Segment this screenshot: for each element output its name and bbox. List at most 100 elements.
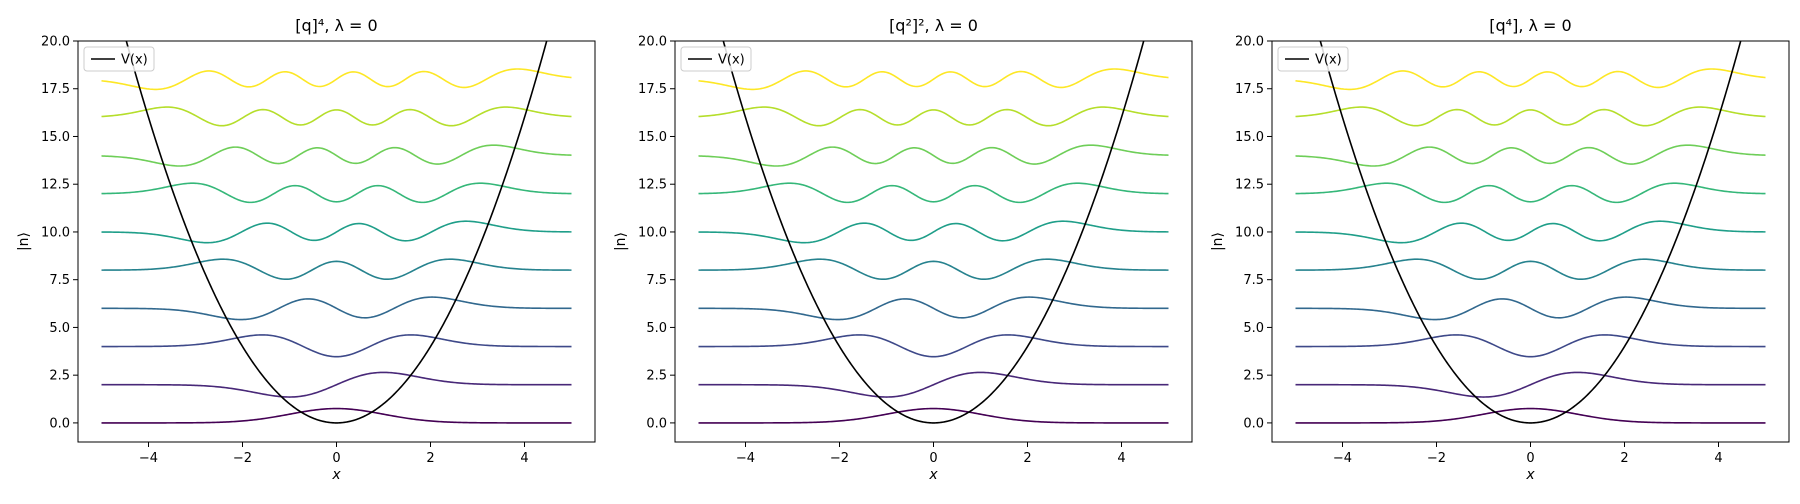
wavefunction-line-n4 (698, 258, 1169, 281)
y-tick-label: 10.0 (1235, 225, 1264, 240)
wavefunction-line-n5 (698, 220, 1169, 244)
potential-line (125, 41, 548, 424)
legend-box (1277, 46, 1349, 72)
wavefunction-line-n6 (1295, 182, 1766, 204)
wavefunction-line-n7 (1295, 144, 1766, 167)
legend-label: V(x) (121, 53, 148, 68)
legend-box (83, 46, 155, 72)
wavefunction-line-n0 (101, 407, 572, 424)
wavefunction-line-n9 (698, 68, 1169, 91)
chart-title: [q]⁴, λ = 0 (295, 16, 377, 35)
y-tick-label: 7.5 (1243, 273, 1264, 288)
y-tick-label: 5.0 (646, 321, 667, 336)
wavefunction-line-n8 (698, 106, 1169, 127)
y-tick-label: 15.0 (1235, 130, 1264, 145)
y-tick-label: 2.5 (1243, 369, 1264, 384)
y-tick-label: 7.5 (49, 273, 70, 288)
legend: V(x) (1277, 46, 1349, 72)
wavefunction-line-n3 (101, 296, 572, 321)
y-axis-label: |n⟩ (1210, 232, 1226, 251)
y-tick-label: 5.0 (1243, 321, 1264, 336)
y-tick-label: 0.0 (1243, 416, 1264, 431)
y-tick-label: 20.0 (638, 35, 667, 50)
wavefunction-line-n2 (1295, 334, 1766, 358)
x-tick-label: 2 (426, 451, 434, 466)
wavefunction-line-n8 (1295, 106, 1766, 127)
plot-area (78, 41, 595, 442)
y-tick-label: 10.0 (638, 225, 667, 240)
y-tick-label: 12.5 (638, 178, 667, 193)
x-tick-label: 4 (520, 451, 528, 466)
wavefunction-line-n4 (1295, 258, 1766, 281)
wavefunction-line-n4 (101, 258, 572, 281)
x-axis-label: x (1525, 467, 1535, 483)
plot-area (1272, 41, 1789, 442)
plot-area (675, 41, 1192, 442)
wavefunction-line-n9 (101, 68, 572, 91)
potential-line (722, 41, 1145, 424)
wavefunction-line-n1 (698, 371, 1169, 398)
y-axis-label: |n⟩ (613, 232, 629, 251)
wavefunction-line-n5 (101, 220, 572, 244)
wavefunction-line-n1 (101, 371, 572, 398)
x-axis-label: x (331, 467, 341, 483)
wavefunction-line-n0 (698, 407, 1169, 424)
wavefunction-line-n3 (1295, 296, 1766, 321)
legend-label: V(x) (1315, 53, 1342, 68)
legend-box (680, 46, 752, 72)
x-tick-label: 0 (332, 451, 340, 466)
x-tick-label: 2 (1023, 451, 1031, 466)
y-tick-label: 15.0 (41, 130, 70, 145)
wavefunction-line-n6 (698, 182, 1169, 204)
y-tick-label: 0.0 (646, 416, 667, 431)
curves (698, 41, 1169, 424)
legend-label: V(x) (718, 53, 745, 68)
y-tick-label: 2.5 (49, 369, 70, 384)
y-axis-label: |n⟩ (16, 232, 32, 251)
y-tick-label: 17.5 (638, 82, 667, 97)
wavefunction-line-n7 (698, 144, 1169, 167)
wavefunction-line-n1 (1295, 371, 1766, 398)
wavefunction-line-n7 (101, 144, 572, 167)
chart-title: [q²]², λ = 0 (889, 16, 978, 35)
wavefunction-line-n8 (101, 106, 572, 127)
x-tick-label: 0 (929, 451, 937, 466)
y-tick-label: 20.0 (41, 35, 70, 50)
y-tick-label: 0.0 (49, 416, 70, 431)
curves (101, 41, 572, 424)
x-tick-label: −4 (1333, 451, 1352, 466)
wavefunction-line-n3 (698, 296, 1169, 321)
y-tick-label: 5.0 (49, 321, 70, 336)
x-tick-label: 4 (1117, 451, 1125, 466)
x-tick-label: −2 (1427, 451, 1446, 466)
potential-line (1319, 41, 1742, 424)
y-tick-label: 15.0 (638, 130, 667, 145)
x-tick-label: −4 (139, 451, 158, 466)
y-tick-label: 12.5 (1235, 178, 1264, 193)
y-tick-label: 17.5 (41, 82, 70, 97)
x-tick-label: 4 (1714, 451, 1722, 466)
chart-panel-3: −4 −2 0 2 4 0.0 2.5 5.0 7.5 10.0 12.5 15.0 17.5 20.0 x… (1210, 16, 1790, 483)
x-tick-label: 0 (1526, 451, 1534, 466)
y-tick-label: 12.5 (41, 178, 70, 193)
wavefunction-line-n5 (1295, 220, 1766, 244)
chart-panel-1: −4 −2 0 2 4 0.0 2.5 5.0 7.5 10.0 12.5 15.0 17.5 20.0 x… (16, 16, 596, 483)
chart-panel-2: −4 −2 0 2 4 0.0 2.5 5.0 7.5 10.0 12.5 15.0 17.5 20.0 x… (613, 16, 1193, 483)
x-tick-label: −4 (736, 451, 755, 466)
wavefunction-line-n2 (101, 334, 572, 358)
curves (1295, 41, 1766, 424)
x-tick-label: −2 (830, 451, 849, 466)
wavefunction-line-n0 (1295, 407, 1766, 424)
y-tick-label: 2.5 (646, 369, 667, 384)
wavefunction-line-n6 (101, 182, 572, 204)
x-axis-label: x (928, 467, 938, 483)
chart-title: [q⁴], λ = 0 (1489, 16, 1571, 35)
y-tick-label: 7.5 (646, 273, 667, 288)
legend: V(x) (680, 46, 752, 72)
y-tick-label: 10.0 (41, 225, 70, 240)
x-tick-label: −2 (233, 451, 252, 466)
wavefunction-line-n9 (1295, 68, 1766, 91)
y-tick-label: 17.5 (1235, 82, 1264, 97)
